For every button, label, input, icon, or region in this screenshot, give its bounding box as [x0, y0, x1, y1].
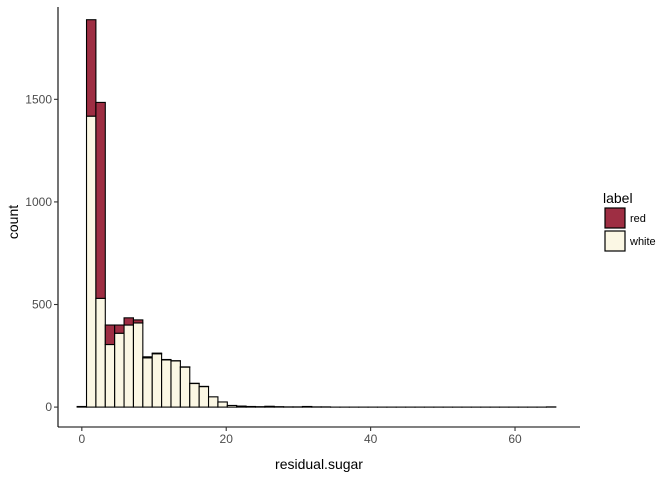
x-tick-label: 0 — [78, 432, 85, 446]
bar-white — [264, 405, 275, 408]
bar-red — [132, 319, 144, 324]
bar-white — [217, 401, 228, 408]
bar-red — [114, 324, 125, 334]
y-tick-label: 1000 — [25, 195, 52, 209]
bar-red — [85, 19, 97, 117]
bar-white — [104, 343, 116, 408]
bar-white — [76, 405, 88, 408]
bar-white — [301, 405, 313, 408]
y-axis-title: count — [5, 205, 21, 239]
bar-white — [85, 115, 97, 408]
x-tick-label: 20 — [220, 432, 234, 446]
legend-title: label — [603, 190, 633, 206]
y-tick-label: 1500 — [25, 92, 52, 106]
bar-white — [179, 366, 191, 408]
bar-red — [104, 324, 116, 346]
x-axis-title: residual.sugar — [275, 456, 363, 472]
bar-white — [132, 322, 144, 408]
bar-white — [189, 382, 200, 408]
legend: label red white — [603, 190, 656, 252]
bar-red — [123, 317, 134, 326]
x-tick-label: 40 — [364, 432, 378, 446]
y-tick-label: 0 — [45, 400, 52, 414]
bar-white — [198, 386, 210, 408]
legend-label-white: white — [629, 236, 656, 248]
bar-white — [123, 324, 134, 408]
bar-white — [236, 405, 247, 408]
y-axis-ticks: 0 500 1000 1500 — [25, 92, 58, 414]
bar-white — [170, 360, 181, 408]
legend-key-white — [604, 230, 626, 252]
bar-red — [95, 101, 106, 299]
bar-white — [226, 404, 238, 408]
y-tick-label: 500 — [32, 298, 52, 312]
bar-white — [114, 332, 125, 408]
bar-red — [151, 352, 163, 355]
bar-white — [142, 357, 153, 408]
histogram-bars — [76, 19, 557, 408]
bar-red — [142, 356, 153, 359]
bar-white — [151, 353, 163, 408]
bar-white — [207, 396, 219, 408]
bar-white — [161, 359, 172, 408]
legend-label-red: red — [630, 213, 646, 225]
bar-white — [95, 297, 106, 408]
x-axis-ticks: 0 20 40 60 — [78, 427, 522, 446]
bar-white — [245, 405, 257, 408]
legend-key-red — [604, 207, 626, 229]
x-tick-label: 60 — [508, 432, 522, 446]
